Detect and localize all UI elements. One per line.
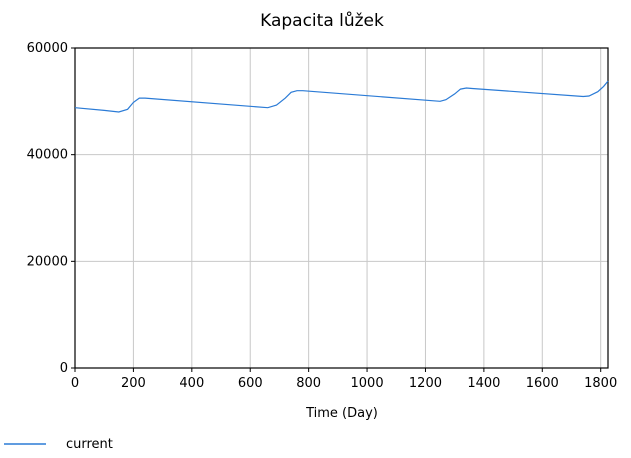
y-tick-label: 40000 xyxy=(27,148,68,163)
x-tick-label: 1600 xyxy=(526,376,559,391)
x-tick-label: 1200 xyxy=(409,376,442,391)
y-tick-label: 20000 xyxy=(27,254,68,269)
x-tick-label: 400 xyxy=(179,376,204,391)
x-tick-label: 1000 xyxy=(351,376,384,391)
x-tick-label: 200 xyxy=(121,376,146,391)
x-tick-label: 1800 xyxy=(584,376,617,391)
x-tick-label: 0 xyxy=(71,376,79,391)
series-line-current xyxy=(74,80,609,113)
x-axis-label: Time (Day) xyxy=(305,406,378,421)
y-tick-label: 0 xyxy=(60,361,68,376)
y-tick-label: 60000 xyxy=(27,41,68,56)
plot-area-frame xyxy=(74,47,609,369)
x-tick-label: 1400 xyxy=(467,376,500,391)
x-tick-label: 800 xyxy=(296,376,321,391)
x-tick-label: 600 xyxy=(238,376,263,391)
grid-lines xyxy=(75,48,608,368)
legend: current xyxy=(4,437,113,452)
x-axis-ticks: 0 200 400 600 800 1000 1200 1400 1600 1800 xyxy=(71,368,617,391)
chart-title: Kapacita lůžek xyxy=(260,11,384,31)
legend-label-current: current xyxy=(66,437,113,452)
y-axis-ticks: 0 20000 40000 60000 xyxy=(27,41,75,376)
